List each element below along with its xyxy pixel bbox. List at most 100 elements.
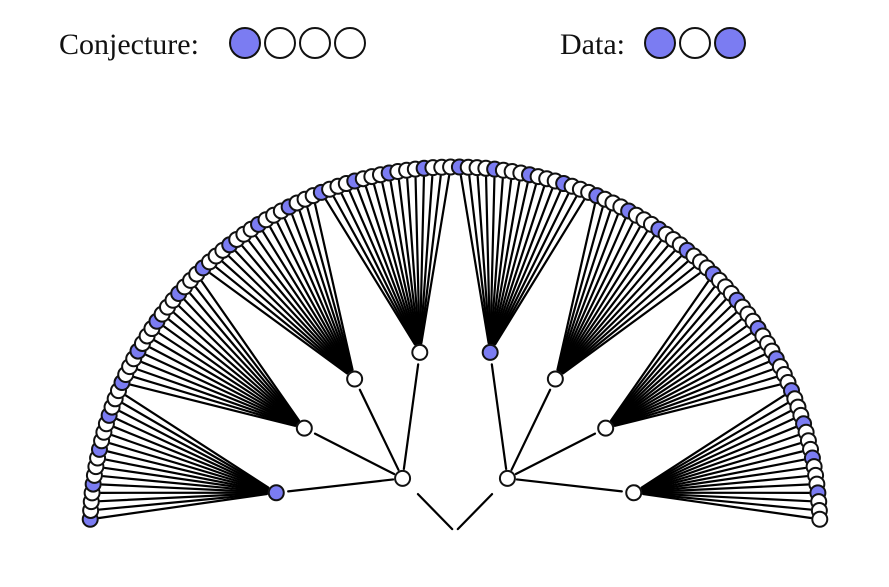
conjecture-marble-blue: [229, 27, 261, 59]
level3-branch-line: [558, 226, 641, 372]
data-marble-blue: [644, 27, 676, 59]
level3-branch-line: [183, 298, 299, 423]
level3-branch-line: [178, 305, 299, 423]
level3-branch-line: [556, 203, 596, 371]
level3-branch-line: [641, 434, 799, 491]
level3-branch-line: [234, 250, 350, 374]
level3-branch-line: [145, 353, 297, 426]
level3-branch-line: [298, 210, 353, 372]
level3-branch-line: [324, 198, 416, 346]
level3-branch-line: [420, 174, 451, 345]
level3-branch-line: [491, 182, 529, 345]
level3-branch-line: [561, 255, 682, 374]
root-branch-line: [416, 493, 454, 531]
level3-branch-line: [221, 260, 349, 374]
level3-branch-line: [640, 394, 786, 489]
level3-branch-line: [484, 176, 492, 345]
level3-branch-line: [98, 492, 268, 511]
level3-branch-line: [561, 272, 701, 375]
level3-branch-line: [118, 410, 269, 490]
level3-branch-line: [419, 175, 434, 345]
level3-branch-line: [356, 188, 418, 345]
level2-branch-line: [402, 363, 420, 471]
level3-branch-line: [194, 286, 300, 422]
level3-branch-line: [101, 483, 268, 494]
conjecture-marbles: [229, 27, 366, 59]
level3-branch-line: [124, 394, 270, 489]
level3-branch-line: [489, 177, 496, 345]
level3-branch-line: [492, 186, 546, 345]
conjecture-label: Conjecture:: [59, 28, 199, 61]
level3-branch-line: [557, 214, 619, 372]
level3-branch-line: [102, 475, 268, 493]
level3-branch-line: [140, 361, 297, 426]
level3-branch-line: [306, 206, 354, 371]
data-marble-blue: [714, 27, 746, 59]
level3-branch-line: [99, 492, 268, 503]
level3-branch-line: [610, 286, 716, 422]
legend: Conjecture: Data:: [59, 27, 746, 61]
marble-node-blue: [267, 484, 285, 502]
level3-branch-line: [332, 196, 417, 346]
level3-branch-line: [611, 311, 737, 423]
level3-branch-line: [492, 188, 554, 345]
level3-branch-line: [642, 466, 807, 493]
marble-node-white: [546, 370, 564, 388]
level3-branch-line: [490, 180, 521, 345]
level3-branch-line: [640, 402, 789, 490]
level3-branch-line: [611, 305, 732, 423]
level3-branch-line: [557, 210, 612, 372]
data-label: Data:: [560, 28, 625, 61]
level3-branch-line: [612, 332, 752, 425]
marble-node-white: [498, 469, 516, 487]
level3-branch-line: [389, 180, 420, 345]
level3-branch-line: [149, 346, 297, 425]
level3-branch-line: [642, 475, 808, 493]
level2-branch-line: [358, 388, 400, 471]
level3-branch-line: [613, 361, 770, 426]
level2-branch-line: [313, 432, 396, 476]
level3-branch-line: [137, 368, 297, 427]
level3-branch-line: [340, 193, 417, 345]
level3-branch-line: [276, 222, 352, 372]
level3-branch-line: [241, 245, 350, 373]
level3-branch-line: [269, 226, 352, 372]
level3-branch-line: [113, 426, 269, 491]
level3-branch-line: [121, 402, 270, 490]
level3-branch-line: [641, 410, 792, 490]
level3-branch-line: [111, 434, 269, 491]
level3-branch-line: [153, 339, 298, 425]
level3-branch-line: [642, 492, 812, 511]
level3-branch-line: [641, 442, 801, 492]
level3-branch-line: [611, 298, 727, 423]
level3-branch-line: [559, 235, 655, 373]
level2-branch-line: [514, 432, 597, 476]
level3-branch-line: [248, 240, 350, 373]
level3-branch-line: [129, 383, 297, 427]
level3-branch-line: [612, 325, 747, 424]
level3-branch-line: [397, 179, 420, 345]
level3-branch-line: [558, 218, 627, 372]
tree-nodes: [81, 158, 829, 528]
level3-branch-line: [200, 280, 300, 422]
level3-branch-line: [641, 426, 797, 491]
level3-branch-line: [459, 174, 490, 345]
level3-branch-line: [418, 176, 426, 345]
root-branch-line: [456, 493, 494, 531]
level3-branch-line: [314, 203, 354, 371]
level3-branch-line: [561, 260, 689, 374]
level3-branch-line: [173, 311, 299, 423]
level3-branch-line: [613, 346, 761, 425]
level3-branch-line: [168, 318, 298, 424]
marble-node-white: [597, 419, 615, 437]
level3-branch-line: [228, 255, 349, 374]
level3-branch-line: [613, 376, 777, 427]
level3-branch-line: [642, 483, 809, 494]
level3-branch-line: [494, 198, 586, 346]
level3-branch-line: [105, 458, 269, 493]
level3-branch-line: [262, 230, 351, 373]
level3-branch-line: [613, 383, 781, 427]
level3-branch-line: [348, 190, 418, 345]
level3-branch-line: [116, 418, 269, 490]
level3-branch-line: [611, 318, 742, 424]
